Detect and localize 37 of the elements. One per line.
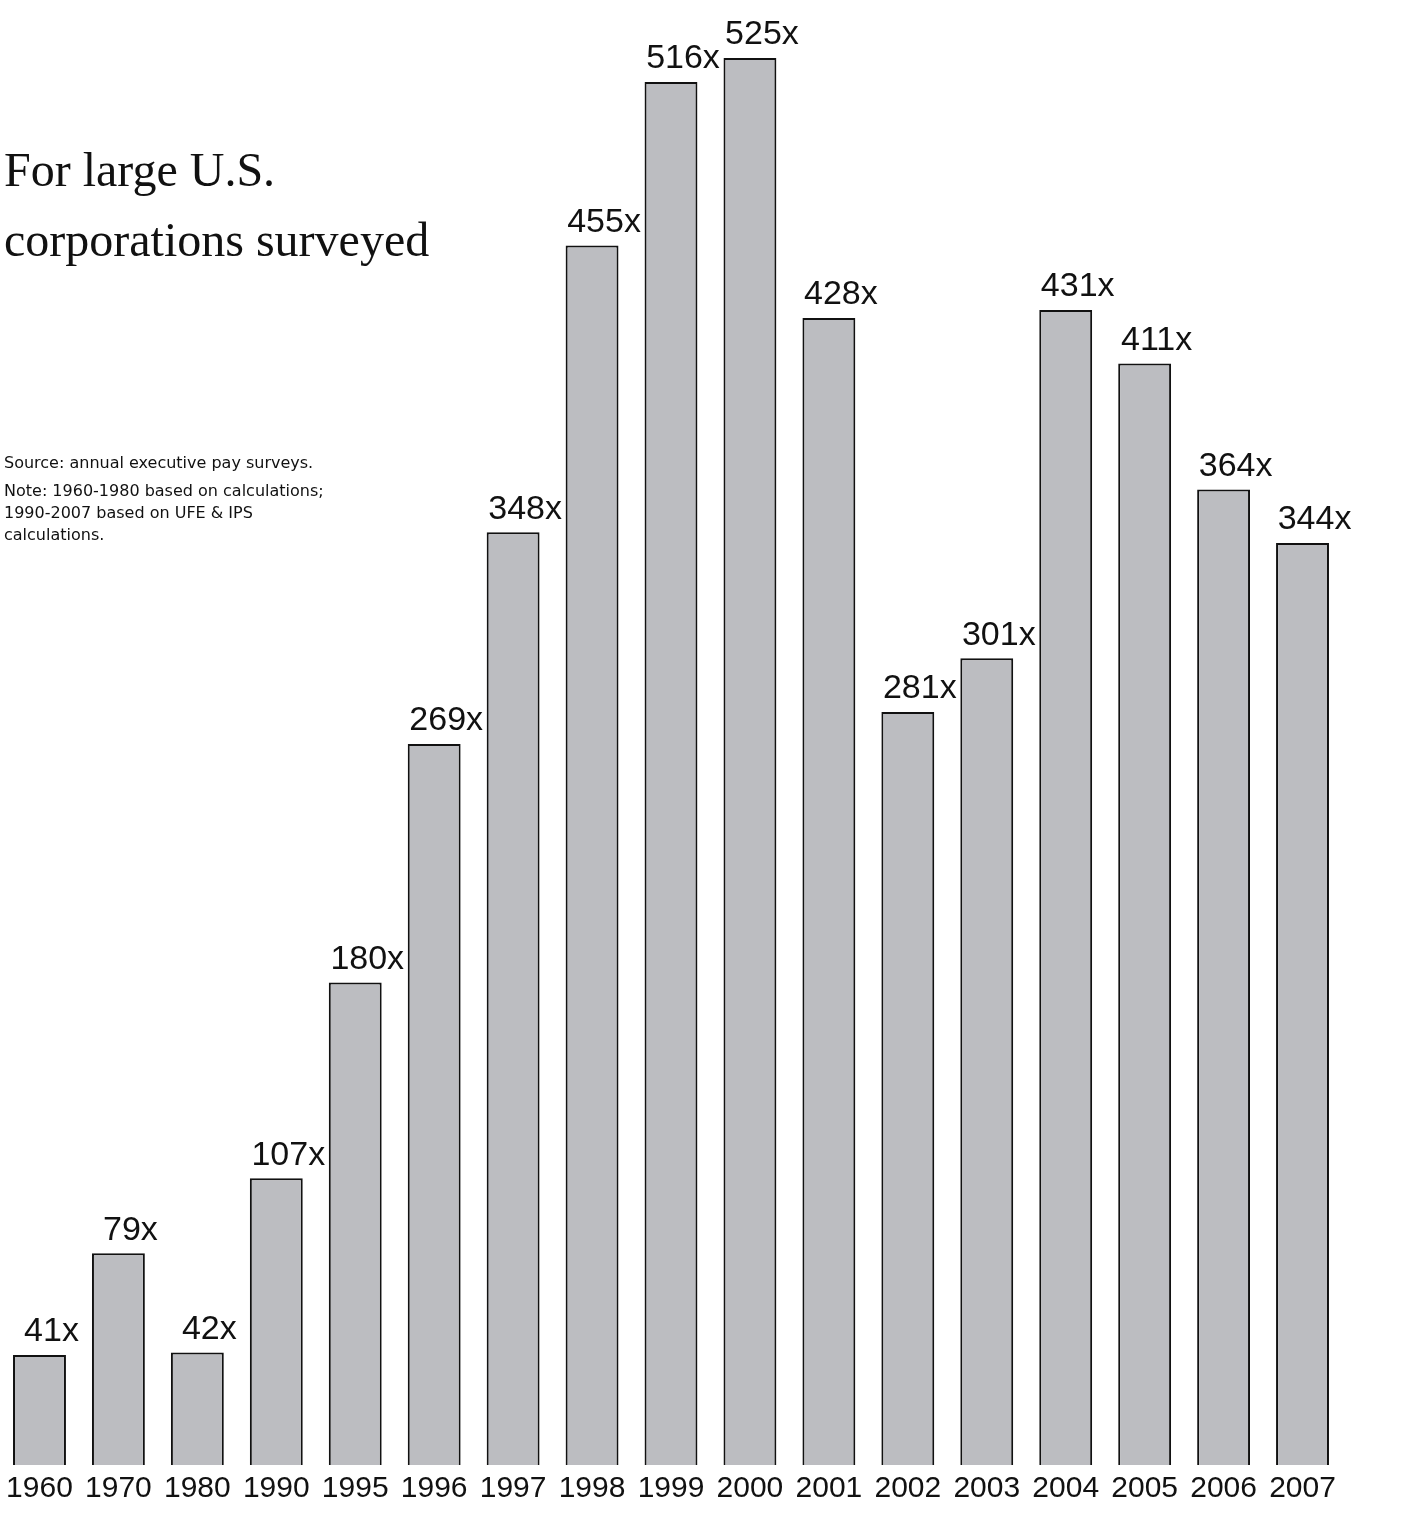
x-tick-label: 1970 — [85, 1470, 152, 1504]
x-tick-label: 2006 — [1190, 1470, 1257, 1504]
x-tick-label: 1999 — [637, 1470, 705, 1504]
x-tick-label: 1960 — [6, 1470, 73, 1504]
data-label: 107x — [251, 1133, 326, 1172]
x-tick-label: 1980 — [163, 1470, 231, 1504]
x-tick-label: 2007 — [1269, 1470, 1336, 1504]
x-tick-label: 1995 — [321, 1470, 389, 1504]
data-label: 79x — [103, 1208, 158, 1247]
data-label: 348x — [488, 487, 562, 526]
x-tick-label: 2005 — [1111, 1470, 1179, 1504]
data-label: 411x — [1121, 318, 1193, 357]
data-label: 364x — [1198, 444, 1273, 483]
x-tick-label: 2003 — [953, 1470, 1021, 1504]
annotation: Source: annual executive pay surveys. — [4, 452, 315, 474]
annotation: Note: 1960-1980 based on calculations; 1990-2007 based on UFE & IPS calculations. — [4, 480, 325, 546]
data-label: 455x — [567, 200, 641, 239]
x-tick-label: 2000 — [716, 1470, 784, 1504]
x-tick-label: 1990 — [242, 1470, 310, 1504]
x-tick-label: 1998 — [558, 1470, 626, 1504]
data-label: 269x — [409, 699, 484, 738]
data-label: 516x — [646, 37, 720, 76]
data-label: 281x — [882, 667, 957, 706]
x-tick-label: 2004 — [1032, 1470, 1100, 1504]
x-tick-label: 1996 — [400, 1470, 468, 1504]
data-label: 525x — [725, 13, 799, 52]
data-label: 180x — [330, 937, 405, 976]
data-label: 42x — [181, 1307, 237, 1346]
x-tick-label: 2002 — [874, 1470, 942, 1504]
data-label: 301x — [961, 613, 1036, 652]
data-label: 431x — [1040, 265, 1115, 304]
x-tick-label: 1997 — [479, 1470, 547, 1504]
data-label: 344x — [1277, 498, 1352, 537]
data-label: 41x — [24, 1310, 79, 1349]
text: For large U.S. corporations surveyed — [4, 142, 431, 268]
x-tick-label: 2001 — [795, 1470, 863, 1504]
data-label: 428x — [804, 273, 878, 312]
